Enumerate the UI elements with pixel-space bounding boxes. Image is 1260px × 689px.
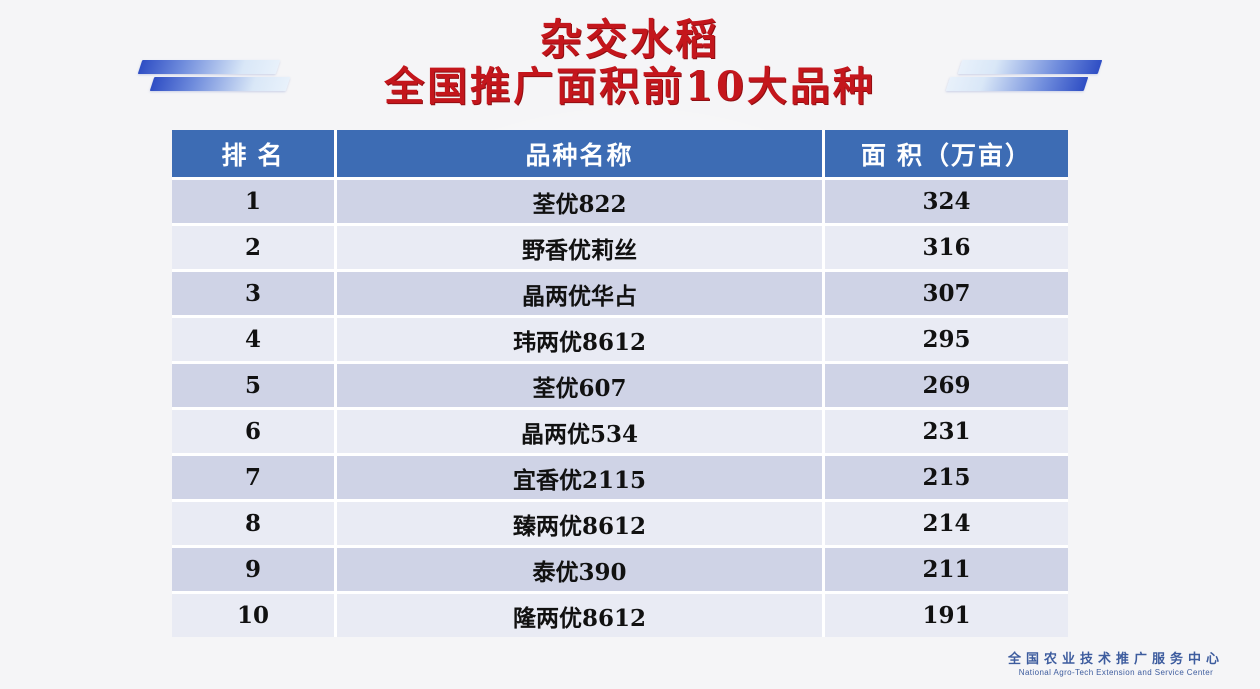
table-row: 6 晶两优534 231 — [172, 410, 1068, 453]
table-row: 8 臻两优8612 214 — [172, 502, 1068, 545]
area-cell: 211 — [825, 548, 1068, 591]
table-row: 10 隆两优8612 191 — [172, 594, 1068, 637]
area-cell: 231 — [825, 410, 1068, 453]
rank-cell: 9 — [172, 548, 334, 591]
rank-cell: 4 — [172, 318, 334, 361]
table-row: 2 野香优莉丝 316 — [172, 226, 1068, 269]
ranking-table: 排 名 品种名称 面 积（万亩） 1 荃优822 324 2 野香优莉丝 316 3 晶两优华… — [172, 130, 1068, 637]
table-body: 1 荃优822 324 2 野香优莉丝 316 3 晶两优华占 307 4 玮两优8612 295 5 荃… — [172, 180, 1068, 637]
variety-cell: 晶两优华占 — [337, 272, 822, 315]
rank-cell: 3 — [172, 272, 334, 315]
rank-cell: 5 — [172, 364, 334, 407]
area-cell: 215 — [825, 456, 1068, 499]
variety-cell: 泰优390 — [337, 548, 822, 591]
variety-cell: 玮两优8612 — [337, 318, 822, 361]
header-variety: 品种名称 — [337, 130, 822, 177]
variety-cell: 隆两优8612 — [337, 594, 822, 637]
area-cell: 307 — [825, 272, 1068, 315]
table-row: 5 荃优607 269 — [172, 364, 1068, 407]
table-row: 7 宜香优2115 215 — [172, 456, 1068, 499]
rank-cell: 10 — [172, 594, 334, 637]
variety-cell: 荃优607 — [337, 364, 822, 407]
title-line-2: 全国推广面积前10大品种 — [384, 63, 876, 110]
table-row: 1 荃优822 324 — [172, 180, 1068, 223]
title-line-1: 杂交水稻 — [539, 15, 720, 64]
org-name-chinese: 全国农业技术推广服务中心 — [1007, 651, 1224, 666]
table-row: 9 泰优390 211 — [172, 548, 1068, 591]
area-cell: 295 — [825, 318, 1068, 361]
variety-cell: 野香优莉丝 — [337, 226, 822, 269]
variety-cell: 荃优822 — [337, 180, 822, 223]
area-cell: 214 — [825, 502, 1068, 545]
slide-title: 杂交水稻 全国推广面积前10大品种 — [0, 16, 1260, 110]
area-cell: 324 — [825, 180, 1068, 223]
variety-cell: 晶两优534 — [337, 410, 822, 453]
org-name-english: National Agro-Tech Extension and Service… — [1018, 668, 1214, 677]
rank-cell: 2 — [172, 226, 334, 269]
header-rank: 排 名 — [172, 130, 334, 177]
variety-cell: 臻两优8612 — [337, 502, 822, 545]
rank-cell: 8 — [172, 502, 334, 545]
rank-cell: 7 — [172, 456, 334, 499]
header-area: 面 积（万亩） — [825, 130, 1068, 177]
variety-cell: 宜香优2115 — [337, 456, 822, 499]
area-cell: 269 — [825, 364, 1068, 407]
table-row: 3 晶两优华占 307 — [172, 272, 1068, 315]
table-row: 4 玮两优8612 295 — [172, 318, 1068, 361]
table-header-row: 排 名 品种名称 面 积（万亩） — [172, 130, 1068, 177]
org-logo: 全国农业技术推广服务中心 National Agro-Tech Extensio… — [1008, 648, 1224, 677]
rank-cell: 6 — [172, 410, 334, 453]
rank-cell: 1 — [172, 180, 334, 223]
area-cell: 191 — [825, 594, 1068, 637]
area-cell: 316 — [825, 226, 1068, 269]
